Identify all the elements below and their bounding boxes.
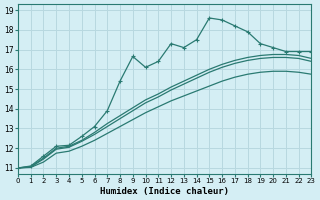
X-axis label: Humidex (Indice chaleur): Humidex (Indice chaleur) bbox=[100, 187, 229, 196]
